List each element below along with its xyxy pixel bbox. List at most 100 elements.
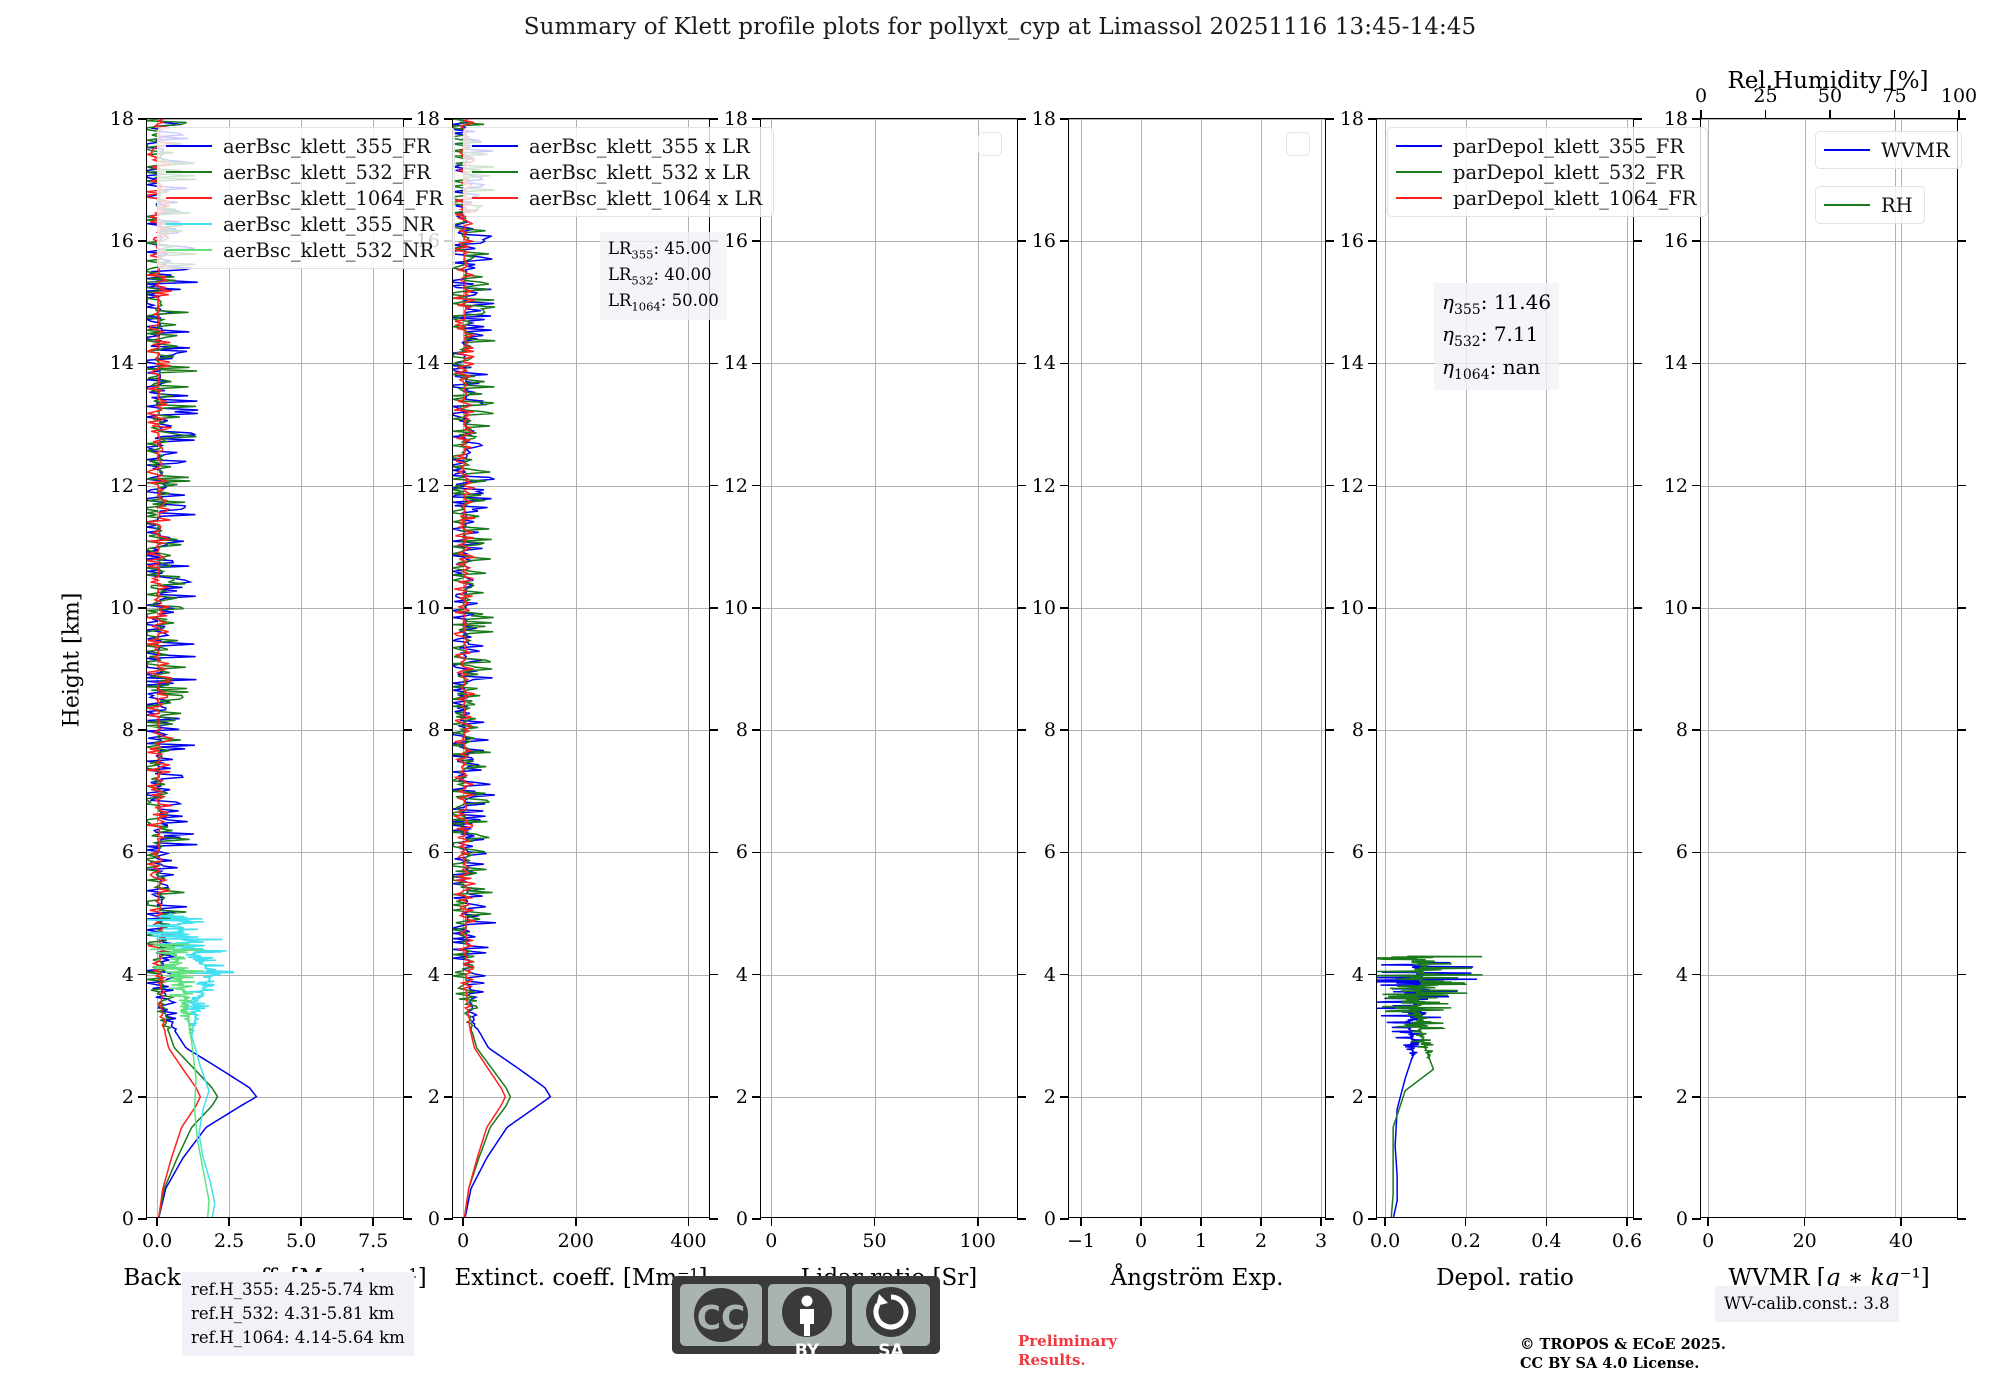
y-tick-label: 14 bbox=[1339, 352, 1364, 375]
y-tick bbox=[1060, 973, 1069, 976]
y-tick-label: 4 bbox=[427, 963, 440, 986]
gridline-horizontal bbox=[1377, 974, 1633, 976]
y-tick-right bbox=[1017, 973, 1026, 976]
cc-glyph: CC bbox=[694, 1288, 748, 1342]
y-tick-label: 10 bbox=[109, 596, 134, 619]
y-tick-label: 14 bbox=[415, 352, 440, 375]
y-tick bbox=[138, 851, 147, 854]
gridline-horizontal bbox=[761, 363, 1017, 365]
x-tick bbox=[1200, 1217, 1202, 1226]
y-tick-right bbox=[1017, 240, 1026, 243]
legend-wvmr-rh[interactable]: RH bbox=[1815, 186, 1925, 224]
y-tick-label: 6 bbox=[121, 841, 134, 864]
gridline-horizontal bbox=[147, 607, 403, 609]
y-tick-label: 6 bbox=[735, 841, 748, 864]
gridline-vertical bbox=[1201, 119, 1202, 1217]
x-tick bbox=[300, 1217, 303, 1226]
legend-wvmr-wvmr[interactable]: WVMR bbox=[1815, 131, 1962, 169]
legend-label: aerBsc_klett_355_FR bbox=[223, 134, 431, 158]
y-tick-right bbox=[709, 484, 718, 487]
annotation-subscript: 355 bbox=[1453, 302, 1481, 318]
x-axis-title-depolarization-ratio: Depol. ratio bbox=[1436, 1265, 1574, 1291]
gridline-horizontal bbox=[1701, 1096, 1957, 1098]
ref-height-1064: ref.H_1064: 4.14-5.64 km bbox=[191, 1327, 405, 1347]
y-tick-label: 12 bbox=[415, 474, 440, 497]
gridline-horizontal bbox=[761, 974, 1017, 976]
x-tick-label: −1 bbox=[1066, 1230, 1096, 1252]
y-tick-label: 0 bbox=[1675, 1208, 1688, 1230]
legend-line-swatch bbox=[1396, 197, 1442, 199]
legend-item[interactable]: aerBsc_klett_355_FR bbox=[166, 133, 443, 159]
y-tick-right bbox=[1017, 607, 1026, 609]
y-tick bbox=[752, 851, 761, 854]
panel-lidar-ratio: 024681012141618050100Lidar ratio [Sr] bbox=[724, 108, 1026, 1291]
gridline-horizontal bbox=[1069, 119, 1325, 120]
legend-item[interactable]: parDepol_klett_355_FR bbox=[1396, 133, 1696, 159]
x-tick bbox=[156, 1217, 158, 1226]
series-group-depolarization-ratio bbox=[1377, 955, 1483, 1217]
y-tick bbox=[1692, 118, 1701, 120]
y-tick bbox=[444, 851, 453, 854]
gridline-horizontal bbox=[1377, 730, 1633, 732]
legend-label: aerBsc_klett_1064_FR bbox=[223, 186, 444, 210]
x-tick bbox=[1464, 1217, 1467, 1226]
annotation-value: : 45.00 bbox=[653, 239, 712, 258]
legend-item[interactable]: parDepol_klett_1064_FR bbox=[1396, 185, 1696, 211]
y-tick-right bbox=[1957, 729, 1966, 731]
y-tick bbox=[138, 973, 147, 976]
gridline-vertical bbox=[688, 119, 690, 1217]
y-tick-right bbox=[403, 973, 412, 976]
legend-item[interactable]: aerBsc_klett_355 x LR bbox=[472, 133, 762, 159]
y-tick-right bbox=[709, 1095, 718, 1098]
x-tick bbox=[1707, 1217, 1710, 1226]
y-tick bbox=[1692, 240, 1701, 243]
y-tick-right bbox=[1957, 607, 1966, 609]
legend-item[interactable]: aerBsc_klett_532 x LR bbox=[472, 159, 762, 185]
legend-backscatter[interactable]: aerBsc_klett_355_FR aerBsc_klett_532_FR ae… bbox=[157, 127, 456, 269]
y-tick-label: 10 bbox=[1663, 596, 1688, 619]
legend-extinction[interactable]: aerBsc_klett_355 x LR aerBsc_klett_532 x … bbox=[463, 127, 775, 217]
legend-item[interactable]: WVMR bbox=[1824, 137, 1950, 163]
legend-item[interactable]: aerBsc_klett_1064_FR bbox=[166, 185, 443, 211]
gridline-vertical bbox=[575, 119, 577, 1217]
y-tick-label: 2 bbox=[121, 1085, 134, 1108]
legend-item[interactable]: RH bbox=[1824, 192, 1913, 218]
gridline-horizontal bbox=[1377, 607, 1633, 609]
y-tick-right bbox=[1017, 362, 1026, 365]
y-tick-label: 2 bbox=[1043, 1085, 1056, 1108]
x-tick-label: 0 bbox=[1702, 1230, 1715, 1252]
gridline-horizontal bbox=[1701, 852, 1957, 854]
y-tick bbox=[1368, 240, 1377, 243]
x-tick-label: 0.4 bbox=[1531, 1230, 1562, 1252]
legend-item[interactable]: aerBsc_klett_532_FR bbox=[166, 159, 443, 185]
rh-tick bbox=[1829, 110, 1831, 119]
y-axis-label: Height [km] bbox=[59, 592, 85, 728]
rh-tick bbox=[1764, 110, 1767, 119]
y-tick-label: 12 bbox=[1339, 474, 1364, 497]
legend-item[interactable]: aerBsc_klett_532_NR bbox=[166, 237, 443, 263]
gridline-horizontal bbox=[453, 241, 709, 243]
cc-by-icon: BY bbox=[768, 1284, 846, 1361]
x-tick bbox=[1320, 1217, 1322, 1226]
legend-line-swatch bbox=[1824, 204, 1870, 206]
y-tick-label: 12 bbox=[1031, 474, 1056, 497]
annotation-row: LR532: 40.00 bbox=[608, 263, 719, 289]
x-tick-label: 0.2 bbox=[1450, 1230, 1481, 1252]
legend-item[interactable]: aerBsc_klett_1064 x LR bbox=[472, 185, 762, 211]
y-tick-right bbox=[1017, 484, 1026, 487]
y-tick bbox=[1692, 607, 1701, 609]
legend-line-swatch bbox=[166, 197, 212, 199]
y-tick-right bbox=[403, 607, 412, 609]
legend-item[interactable]: parDepol_klett_532_FR bbox=[1396, 159, 1696, 185]
y-tick-right bbox=[1957, 240, 1966, 243]
y-tick-label: 16 bbox=[109, 230, 134, 253]
y-tick-right bbox=[1633, 240, 1642, 243]
gridline-horizontal bbox=[1701, 119, 1957, 120]
y-tick-right bbox=[709, 118, 718, 120]
x-tick-label: 200 bbox=[557, 1230, 594, 1252]
plot-area-backscatter bbox=[147, 119, 403, 1217]
plot-area-extinction bbox=[453, 119, 709, 1217]
y-tick-label: 18 bbox=[415, 108, 440, 130]
legend-depolarization-ratio[interactable]: parDepol_klett_355_FR parDepol_klett_532_… bbox=[1387, 127, 1709, 217]
legend-item[interactable]: aerBsc_klett_355_NR bbox=[166, 211, 443, 237]
